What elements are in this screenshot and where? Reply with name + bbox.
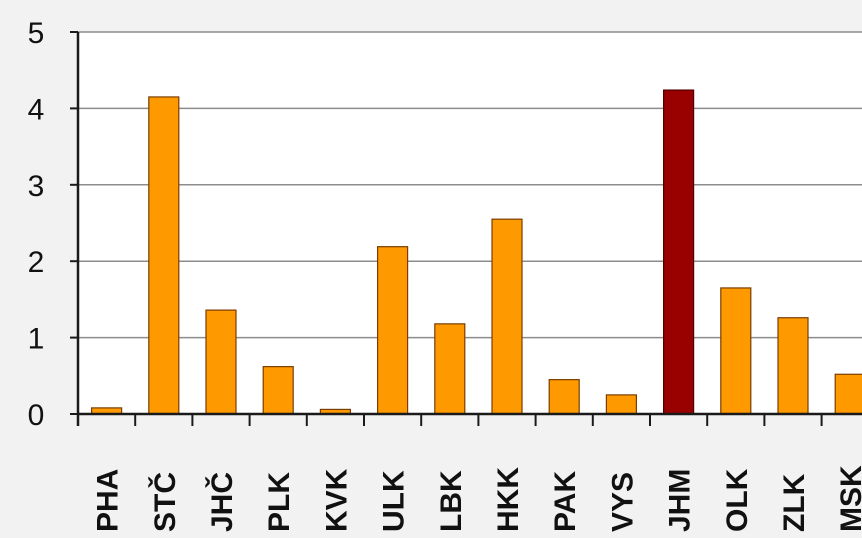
bar-zlk — [777, 317, 809, 415]
x-tick-label: PAK — [549, 471, 582, 532]
x-tick-label: ZLK — [778, 473, 811, 532]
x-tick-label: OLK — [721, 468, 754, 532]
y-tick-label: 5 — [28, 17, 45, 50]
x-axis-ticks — [134, 414, 823, 426]
y-tick-label: 1 — [28, 323, 45, 356]
x-tick-label: KVK — [320, 468, 353, 532]
y-axis-labels: 0 1 2 3 4 5 — [28, 17, 45, 432]
bar-hkk — [491, 218, 523, 415]
x-tick-label: JHČ — [205, 472, 239, 532]
bar-ulk — [377, 246, 409, 415]
bar-jhč — [205, 309, 237, 415]
y-tick-label: 4 — [28, 93, 45, 126]
y-tick-label: 3 — [28, 170, 45, 203]
bar-pak — [548, 379, 580, 415]
bar-olk — [720, 287, 752, 415]
bar-plk — [262, 366, 294, 415]
x-tick-label: STČ — [148, 472, 182, 532]
x-tick-label: LBK — [435, 470, 468, 532]
x-tick-label: PHA — [92, 469, 125, 532]
y-axis-ticks — [70, 31, 78, 415]
y-tick-label: 0 — [28, 399, 45, 432]
x-tick-label: MSK — [835, 465, 862, 532]
bar-vys — [605, 394, 638, 415]
x-axis-labels: PHA STČ JHČ PLK KVK ULK LBK HKK PAK VYS JHM OLK ZLK M… — [92, 465, 862, 532]
axes — [76, 32, 862, 426]
bar-lbk — [434, 323, 466, 415]
y-tick-label: 2 — [28, 246, 45, 279]
bar-msk — [834, 373, 862, 415]
x-tick-label: JHM — [664, 469, 697, 532]
x-tick-label: ULK — [378, 470, 411, 532]
bars — [90, 89, 862, 415]
x-tick-label: HKK — [492, 467, 525, 532]
x-tick-label: PLK — [263, 472, 296, 532]
x-tick-label: VYS — [606, 472, 639, 532]
bar-jhm — [662, 89, 695, 415]
bar-stč — [148, 96, 180, 415]
